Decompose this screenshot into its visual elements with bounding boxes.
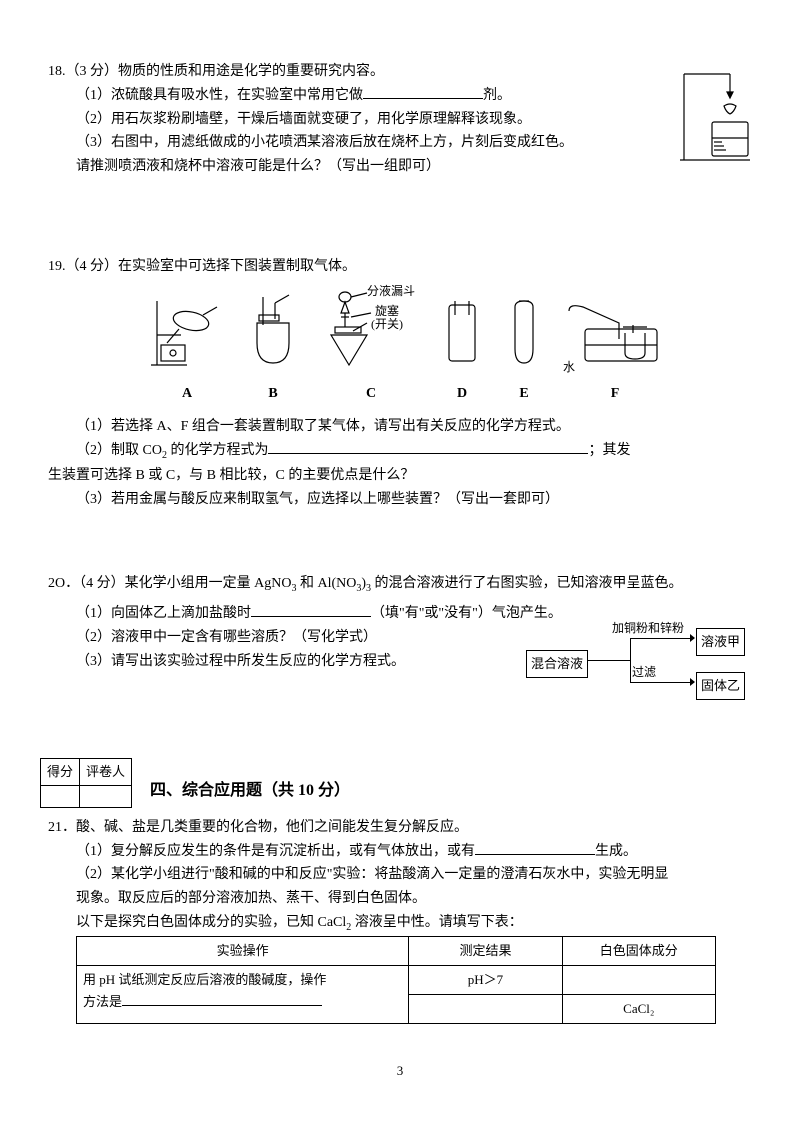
blank[interactable] [268,440,588,454]
q21-heading: 21．酸、碱、盐是几类重要的化合物，他们之间能发生复分解反应。 [48,816,752,840]
question-21: 21．酸、碱、盐是几类重要的化合物，他们之间能发生复分解反应。 （1）复分解反应… [48,816,752,1024]
q20-h-a: 2O．（4 分）某化学小组用一定量 AgNO [48,576,291,591]
q20-part3: （3）请写出该实验过程中所发生反应的化学方程式。 [48,650,752,674]
apparatus-D: D [441,293,483,406]
q18-p1-text-a: （1）浓硫酸具有吸水性，在实验室中常用它做 [76,88,363,103]
score-table: 得分 评卷人 [40,758,132,808]
apparatus-A: A [151,293,223,406]
apparatus-D-label: D [441,382,483,406]
q19-part1: （1）若选择 A、F 组合一套装置制取了某气体，请写出有关反应的化学方程式。 [48,415,752,439]
blank[interactable] [363,85,483,99]
q20-heading: 2O．（4 分）某化学小组用一定量 AgNO3 和 Al(NO3)3 的混合溶液… [48,572,752,597]
callout-separating-funnel: 分液漏斗 [367,281,415,301]
blank[interactable] [251,603,371,617]
callout-stopcock-b: (开关) [371,317,403,331]
score-header-score: 得分 [41,758,80,785]
q21-part1: （1）复分解反应发生的条件是有沉淀析出，或有气体放出，或有 生成。 [48,840,752,864]
q19-part3: （3）若用金属与酸反应来制取氢气，应选择以上哪些装置？（写出一套即可） [48,488,752,512]
inv-h2: 测定结果 [409,936,562,965]
q18-part1: （1）浓硫酸具有吸水性，在实验室中常用它做 剂。 [48,84,752,108]
apparatus-F: 水 F [565,293,665,406]
q18-heading: 18.（3 分）物质的性质和用途是化学的重要研究内容。 [48,60,752,84]
flow-node-solid: 固体乙 [696,672,745,700]
apparatus-E: E [505,293,543,406]
q18-p1-text-b: 剂。 [483,88,511,103]
q21-p1-a: （1）复分解反应发生的条件是有沉淀析出，或有气体放出，或有 [76,844,475,859]
inv-r1c2: pH＞7 [409,965,562,994]
blank[interactable] [122,992,322,1006]
apparatus-A-label: A [151,382,223,406]
score-header-grader: 评卷人 [80,758,132,785]
investigation-table: 实验操作 测定结果 白色固体成分 用 pH 试纸测定反应后溶液的酸碱度，操作 方… [76,936,716,1024]
grader-cell[interactable] [80,785,132,807]
q21-p1-b: 生成。 [595,844,637,859]
q21-part3: 以下是探究白色固体成分的实验，已知 CaCl2 溶液呈中性。请填写下表： [48,911,752,936]
page-number: 3 [48,1060,752,1082]
q19-heading: 19.（4 分）在实验室中可选择下图装置制取气体。 [48,255,752,279]
q19-p2-c: ；其发 [588,443,630,458]
apparatus-C-label: C [323,382,419,406]
callout-stopcock-a: 旋塞 [375,304,399,318]
q21-p3-a: 以下是探究白色固体成分的实验，已知 CaCl [76,915,346,930]
inv-r1c1a: 用 pH 试纸测定反应后溶液的酸碱度，操作 [83,972,326,987]
q20-part1: （1）向固体乙上滴加盐酸时 （填"有"或"没有"）气泡产生。 [48,602,752,626]
q21-part2b: 现象。取反应后的部分溶液加热、蒸干、得到白色固体。 [48,887,752,911]
apparatus-E-label: E [505,382,543,406]
question-19: 19.（4 分）在实验室中可选择下图装置制取气体。 A [48,255,752,512]
callout-stopcock: 旋塞 (开关) [371,305,403,331]
q19-part2d: 生装置可选择 B 或 C，与 B 相比较，C 的主要优点是什么？ [48,464,752,488]
q18-part3a: （3）右图中，用滤纸做成的小花喷洒某溶液后放在烧杯上方，片刻后变成红色。 [48,131,752,155]
question-20: 2O．（4 分）某化学小组用一定量 AgNO3 和 Al(NO3)3 的混合溶液… [48,572,752,722]
inv-h3: 白色固体成分 [562,936,715,965]
q18-part2: （2）用石灰浆粉刷墙壁，干燥后墙面就变硬了，用化学原理解释该现象。 [48,108,752,132]
water-label: 水 [563,357,575,377]
q20-h-b: 和 Al(NO [296,576,356,591]
q21-part2a: （2）某化学小组进行"酸和碱的中和反应"实验：将盐酸滴入一定量的澄清石灰水中，实… [48,863,752,887]
blank[interactable] [475,841,595,855]
q20-part2: （2）溶液甲中一定含有哪些溶质？（写化学式） [48,626,752,650]
q19-part2: （2）制取 CO2 的化学方程式为；其发 [48,439,752,464]
inv-r2c3: CaCl₂ [562,995,715,1024]
inv-r1c1b: 方法是 [83,994,122,1009]
q18-part3b: 请推测喷洒液和烧杯中溶液可能是什么？（写出一组即可） [48,155,752,179]
q20-p1-a: （1）向固体乙上滴加盐酸时 [76,606,251,621]
inv-h1: 实验操作 [77,936,409,965]
apparatus-B: B [245,293,301,406]
q20-h-d: 的混合溶液进行了右图实验，已知溶液甲呈蓝色。 [371,576,683,591]
section-4-title: 四、综合应用题（共 10 分） [150,777,350,808]
inv-r1c1: 用 pH 试纸测定反应后溶液的酸碱度，操作 方法是 [77,965,409,1023]
q20-p1-b: （填"有"或"没有"）气泡产生。 [371,606,562,621]
apparatus-B-label: B [245,382,301,406]
apparatus-row: A B 分液漏斗 旋塞 (开关) [64,287,752,406]
apparatus-C: 分液漏斗 旋塞 (开关) C [323,287,419,406]
inv-r1c3[interactable] [562,965,715,994]
q19-p2-b: 的化学方程式为 [167,443,269,458]
q19-p2-a: （2）制取 CO [76,443,162,458]
apparatus-F-label: F [565,382,665,406]
q21-p3-b: 溶液呈中性。请填写下表： [351,915,523,930]
score-cell[interactable] [41,785,80,807]
question-18: 18.（3 分）物质的性质和用途是化学的重要研究内容。 （1）浓硫酸具有吸水性，… [48,60,752,179]
section-4-header: 得分 评卷人 四、综合应用题（共 10 分） [40,758,752,808]
inv-r2c2[interactable] [409,995,562,1024]
